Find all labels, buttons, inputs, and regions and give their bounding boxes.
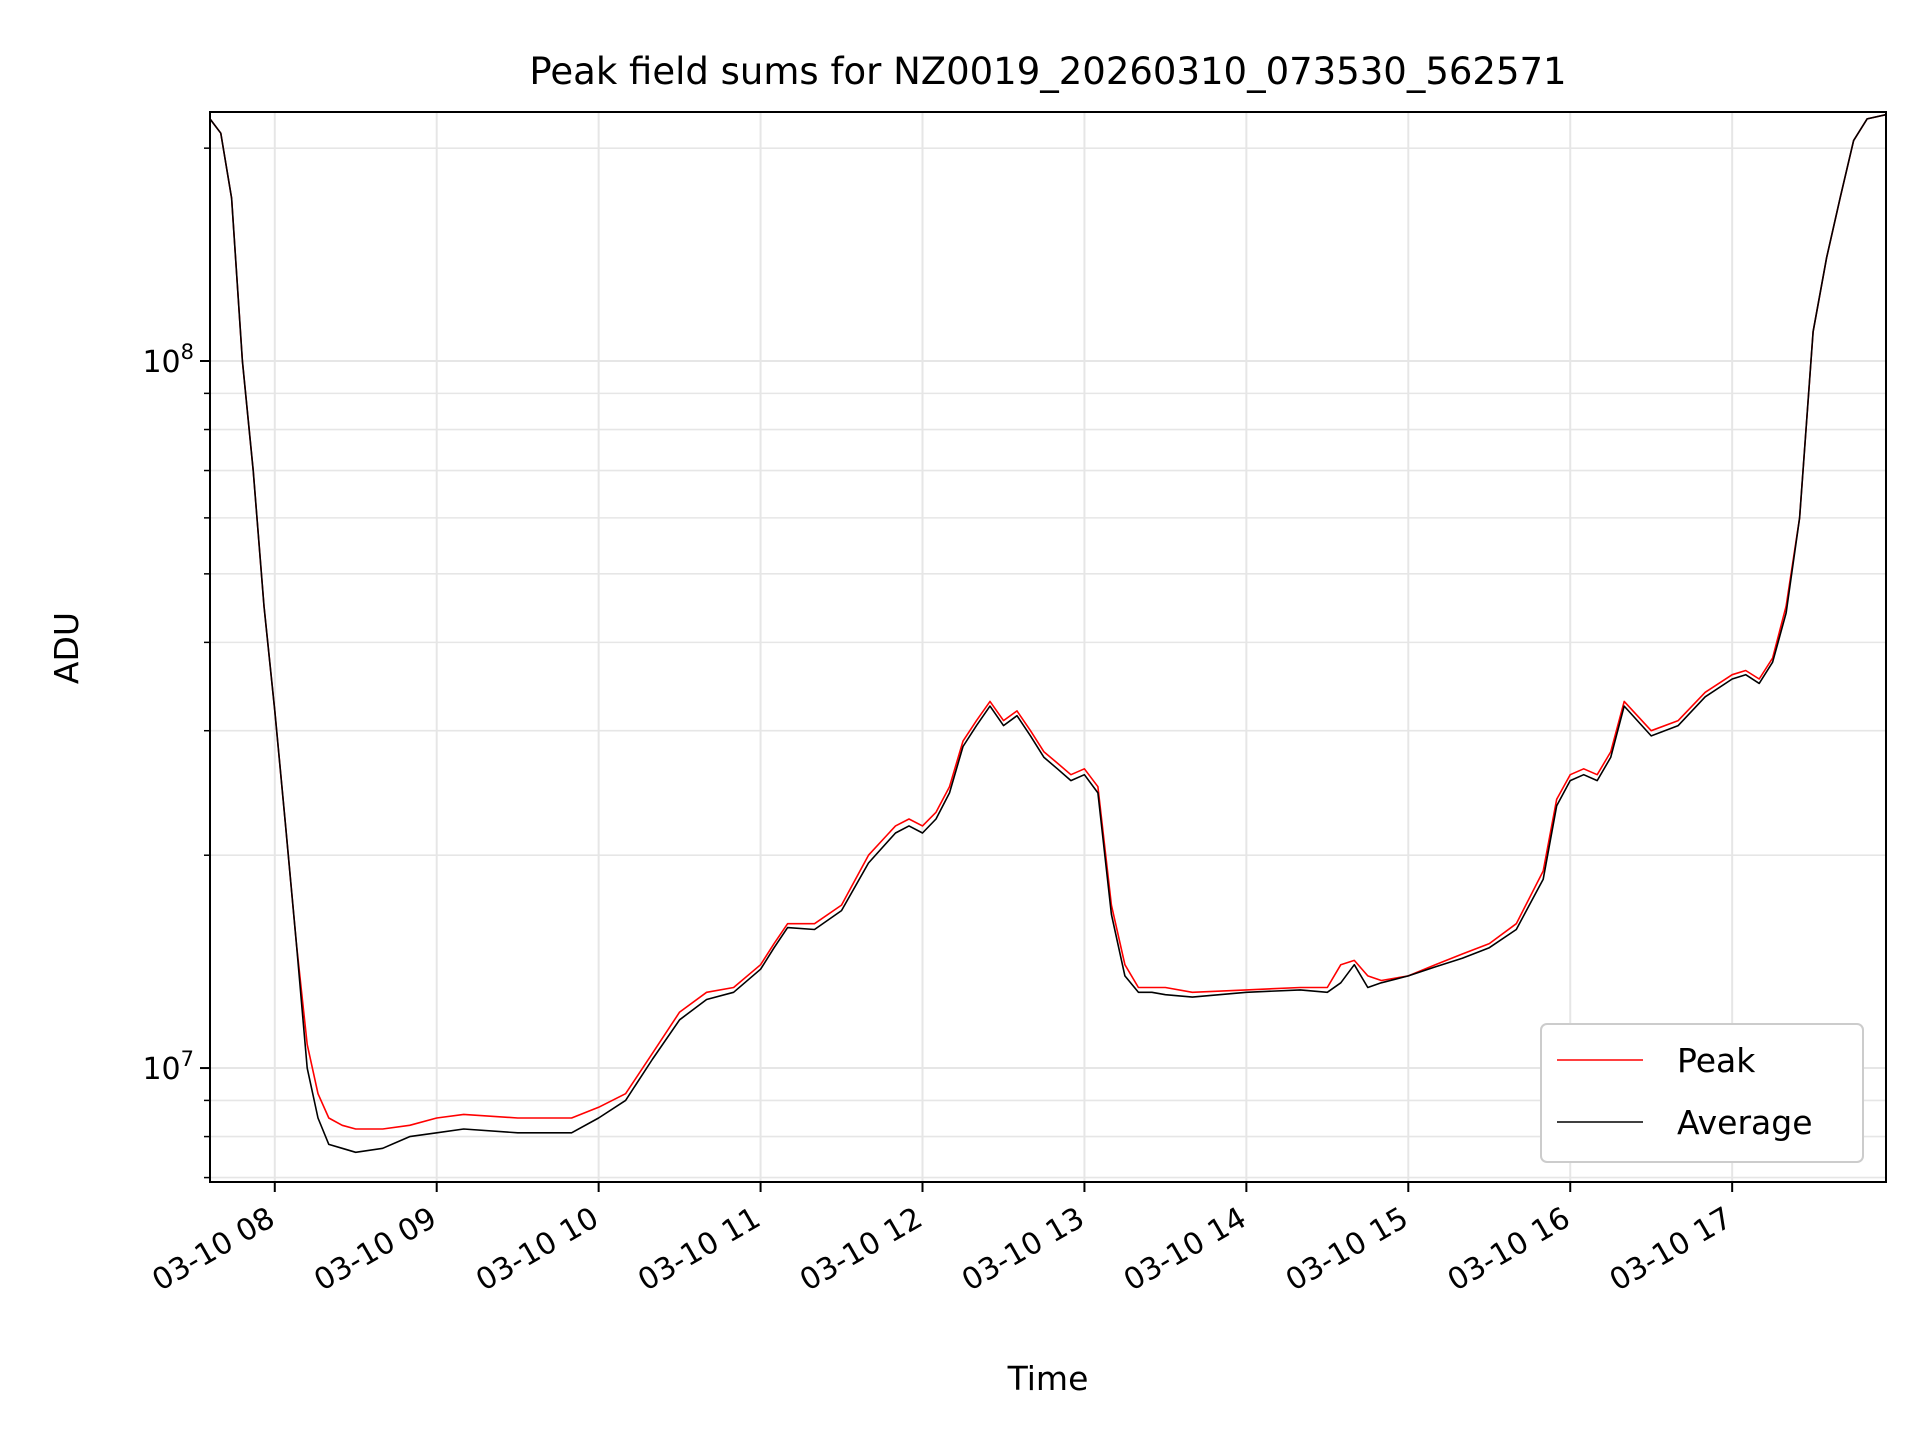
- y-tick-label: 108: [142, 340, 194, 380]
- y-tick-base: 10: [142, 1052, 180, 1087]
- y-axis-label: ADU: [47, 612, 86, 684]
- legend-box: [1540, 1023, 1864, 1163]
- x-axis-label: Time: [1007, 1359, 1089, 1398]
- y-tick-exponent: 7: [181, 1047, 194, 1071]
- y-tick-base: 10: [142, 345, 180, 380]
- chart-title: Peak field sums for NZ0019_20260310_0735…: [529, 50, 1566, 93]
- series-line-peak: [210, 113, 1886, 1130]
- plot-frame: [209, 111, 1887, 1183]
- legend-label-peak: Peak: [1677, 1041, 1756, 1080]
- series-line-average: [210, 113, 1886, 1154]
- y-tick-label: 107: [142, 1047, 194, 1087]
- legend-label-average: Average: [1677, 1103, 1813, 1142]
- grid: [210, 112, 1886, 1182]
- series-layer: [210, 113, 1886, 1154]
- y-tick-exponent: 8: [181, 340, 194, 364]
- legend: Peak Average: [1540, 1023, 1864, 1163]
